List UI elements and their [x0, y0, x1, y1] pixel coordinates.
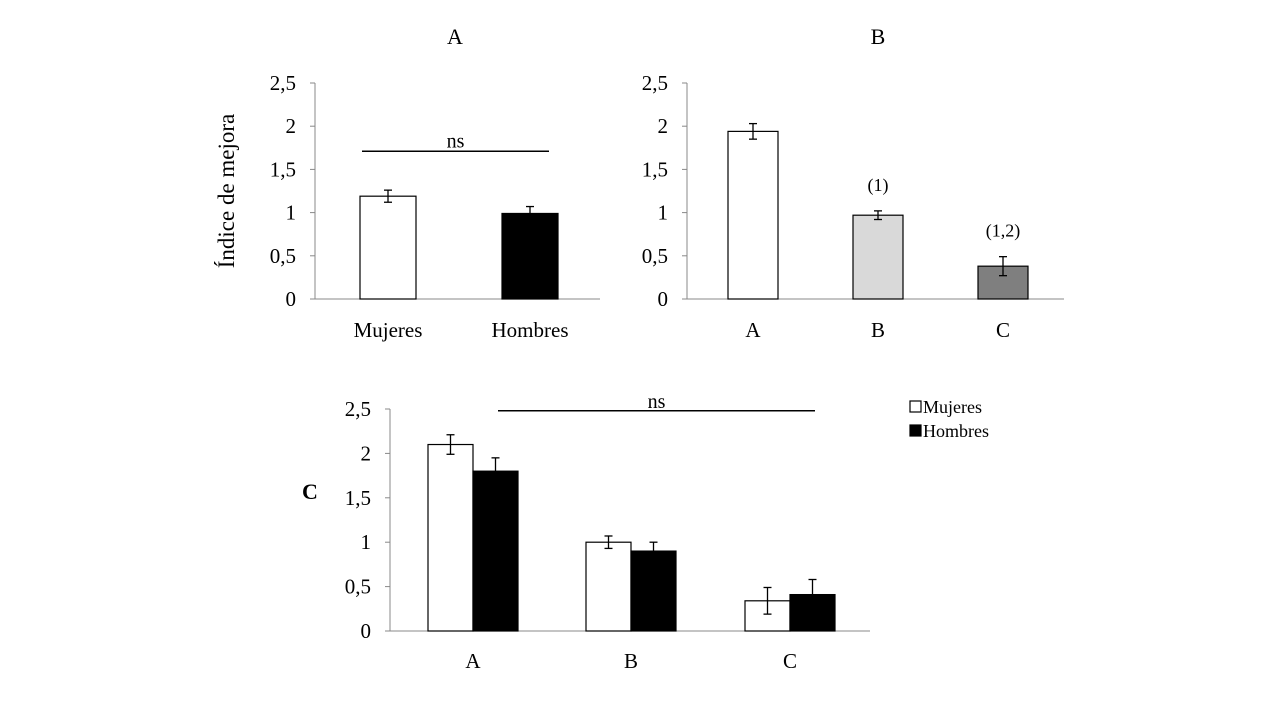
legend-swatch: [909, 424, 922, 437]
bar: [472, 470, 519, 632]
legend-label: Hombres: [923, 421, 989, 441]
bar: [852, 214, 904, 300]
y-tick-label: 0,5: [345, 575, 371, 599]
category-label: C: [783, 649, 797, 673]
significance-annotation: (1,2): [986, 221, 1021, 242]
panel-title: B: [871, 24, 886, 49]
y-tick-label: 2: [286, 114, 297, 138]
significance-label: ns: [447, 130, 465, 152]
bar: [501, 212, 559, 300]
y-tick-label: 1: [658, 201, 669, 225]
bar: [585, 541, 632, 632]
y-tick-label: 1: [286, 201, 297, 225]
panel-title: A: [447, 24, 463, 49]
y-tick-label: 2: [658, 114, 669, 138]
category-label: A: [745, 318, 761, 342]
bar: [727, 130, 779, 300]
y-tick-label: 2: [361, 441, 372, 465]
significance-annotation: (1): [868, 175, 889, 196]
y-tick-label: 1,5: [642, 157, 668, 181]
y-axis-label: Índice de mejora: [214, 114, 239, 269]
y-tick-label: 2,5: [345, 397, 371, 421]
category-label: C: [996, 318, 1010, 342]
y-tick-label: 2,5: [642, 71, 668, 95]
bar: [630, 550, 677, 632]
category-label: B: [624, 649, 638, 673]
y-tick-label: 0: [286, 287, 297, 311]
y-tick-label: 0,5: [270, 244, 296, 268]
category-label: Mujeres: [354, 318, 423, 342]
panel-title: C: [302, 479, 318, 504]
bar: [427, 443, 474, 632]
category-label: B: [871, 318, 885, 342]
category-label: A: [465, 649, 481, 673]
y-tick-label: 1,5: [270, 157, 296, 181]
legend-swatch: [909, 400, 922, 413]
significance-label: ns: [648, 391, 666, 413]
y-tick-label: 1: [361, 530, 372, 554]
y-tick-label: 0: [361, 619, 372, 643]
category-label: Hombres: [492, 318, 569, 342]
y-tick-label: 0,5: [642, 244, 668, 268]
y-tick-label: 2,5: [270, 71, 296, 95]
legend-label: Mujeres: [923, 397, 982, 417]
y-tick-label: 0: [658, 287, 669, 311]
bar: [359, 195, 417, 300]
y-tick-label: 1,5: [345, 486, 371, 510]
